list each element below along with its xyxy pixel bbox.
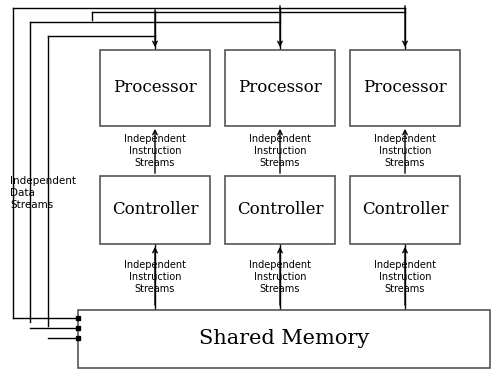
Text: Independent
Data
Streams: Independent Data Streams [10, 176, 76, 210]
Text: Controller: Controller [362, 201, 448, 218]
Text: Controller: Controller [112, 201, 198, 218]
Text: Independent
Instruction
Streams: Independent Instruction Streams [374, 134, 436, 168]
Bar [350, 50, 460, 126]
Text: Independent
Instruction
Streams: Independent Instruction Streams [374, 261, 436, 294]
Text: Independent
Instruction
Streams: Independent Instruction Streams [249, 134, 311, 168]
Text: Independent
Instruction
Streams: Independent Instruction Streams [249, 261, 311, 294]
Bar [225, 176, 335, 244]
Text: Processor: Processor [113, 80, 197, 96]
Text: Independent
Instruction
Streams: Independent Instruction Streams [124, 261, 186, 294]
Bar [100, 50, 210, 126]
Text: Controller: Controller [237, 201, 323, 218]
Bar [350, 176, 460, 244]
Bar [225, 50, 335, 126]
Bar [78, 310, 490, 368]
Text: Processor: Processor [363, 80, 447, 96]
Bar [100, 176, 210, 244]
Text: Shared Memory: Shared Memory [199, 330, 369, 349]
Text: Processor: Processor [238, 80, 322, 96]
Text: Independent
Instruction
Streams: Independent Instruction Streams [124, 134, 186, 168]
